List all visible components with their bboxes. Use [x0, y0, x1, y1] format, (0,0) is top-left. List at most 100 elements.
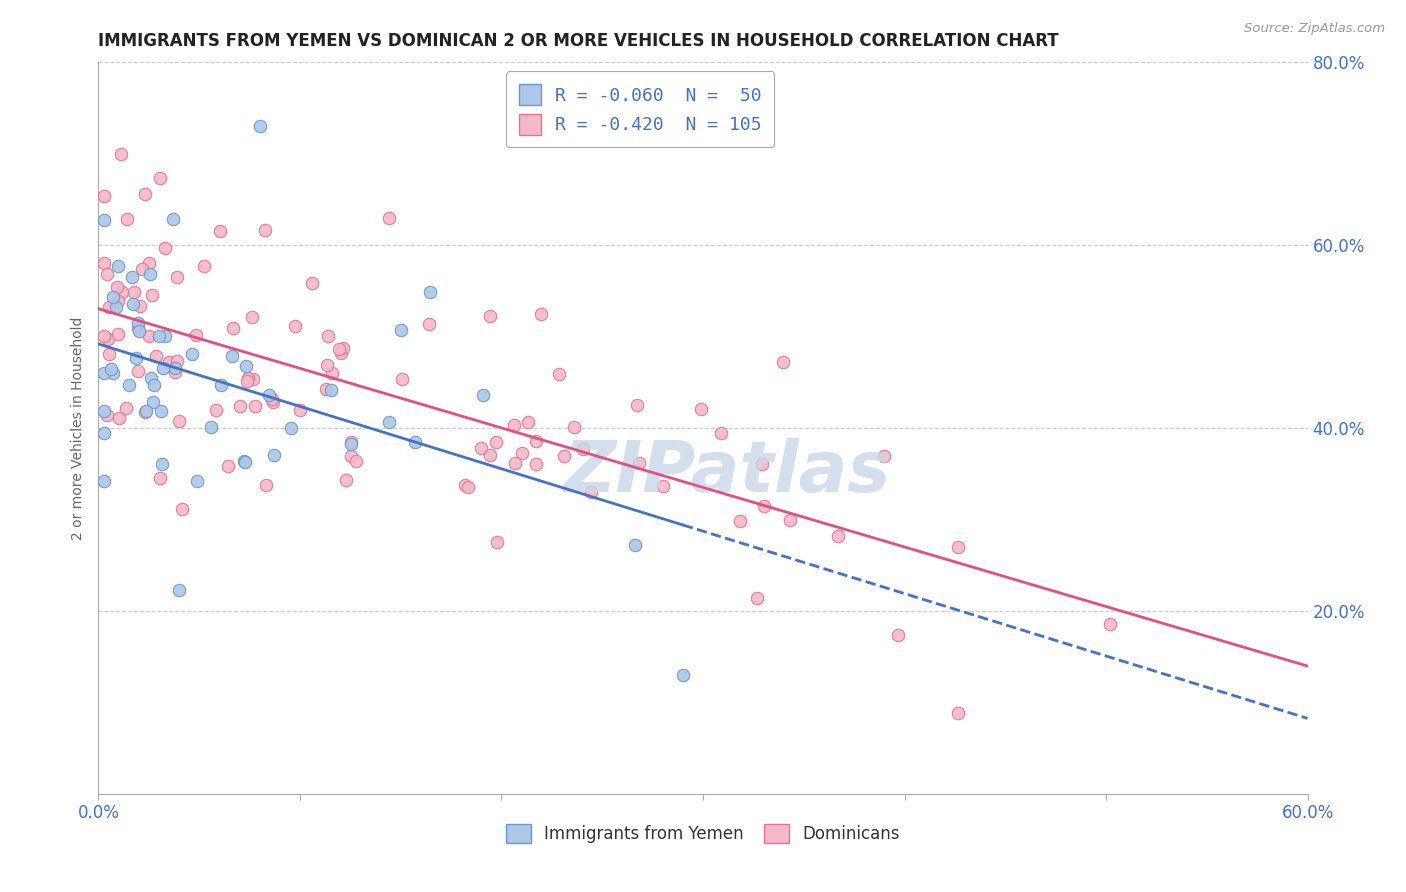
Point: [627, 456, 650, 470]
Point: [166, 269, 188, 284]
Point: [93, 189, 115, 203]
Point: [485, 435, 508, 450]
Point: [340, 436, 363, 450]
Point: [263, 448, 285, 462]
Point: [184, 327, 207, 342]
Point: [128, 299, 150, 313]
Point: [108, 410, 131, 425]
Text: Source: ZipAtlas.com: Source: ZipAtlas.com: [1244, 22, 1385, 36]
Point: [378, 211, 401, 225]
Y-axis label: 2 or more Vehicles in Household: 2 or more Vehicles in Household: [72, 317, 86, 540]
Point: [235, 359, 257, 373]
Point: [222, 320, 245, 334]
Point: [165, 365, 187, 379]
Point: [150, 404, 173, 418]
Point: [135, 404, 157, 418]
Point: [562, 420, 585, 434]
Point: [747, 591, 769, 605]
Point: [167, 414, 190, 428]
Point: [418, 318, 440, 332]
Point: [249, 120, 271, 134]
Point: [579, 485, 602, 500]
Point: [145, 350, 167, 364]
Point: [97, 300, 120, 314]
Point: [139, 267, 162, 281]
Point: [118, 378, 141, 392]
Point: [205, 402, 228, 417]
Point: [478, 309, 501, 323]
Point: [772, 355, 794, 369]
Point: [346, 454, 368, 468]
Point: [257, 387, 280, 401]
Point: [127, 316, 149, 330]
Point: [138, 256, 160, 270]
Point: [321, 366, 343, 380]
Point: [236, 370, 259, 384]
Point: [93, 213, 115, 227]
Point: [200, 420, 222, 434]
Point: [690, 402, 713, 417]
Point: [169, 582, 191, 597]
Point: [193, 260, 215, 274]
Point: [672, 668, 695, 682]
Point: [873, 450, 896, 464]
Point: [321, 383, 343, 397]
Point: [479, 448, 502, 462]
Point: [134, 187, 156, 202]
Point: [221, 349, 243, 363]
Text: ZIPatlas: ZIPatlas: [564, 438, 891, 507]
Point: [503, 417, 526, 432]
Point: [170, 502, 193, 516]
Point: [624, 538, 647, 552]
Point: [328, 342, 350, 356]
Point: [626, 399, 648, 413]
Point: [141, 287, 163, 301]
Point: [97, 332, 120, 346]
Point: [728, 514, 751, 528]
Point: [751, 457, 773, 471]
Point: [457, 480, 479, 494]
Point: [153, 241, 176, 255]
Point: [103, 366, 125, 380]
Point: [254, 478, 277, 492]
Point: [389, 323, 412, 337]
Point: [186, 474, 208, 488]
Point: [93, 404, 115, 418]
Point: [280, 420, 302, 434]
Point: [332, 341, 354, 355]
Point: [166, 353, 188, 368]
Point: [209, 377, 232, 392]
Point: [139, 370, 162, 384]
Point: [217, 458, 239, 473]
Point: [107, 259, 129, 273]
Point: [208, 224, 231, 238]
Point: [131, 261, 153, 276]
Point: [96, 409, 118, 423]
Point: [340, 435, 363, 450]
Point: [110, 146, 132, 161]
Point: [530, 307, 553, 321]
Point: [93, 474, 115, 488]
Point: [240, 310, 263, 324]
Point: [454, 477, 477, 491]
Point: [125, 351, 148, 365]
Point: [651, 479, 673, 493]
Point: [524, 457, 547, 471]
Point: [752, 500, 775, 514]
Point: [138, 328, 160, 343]
Point: [315, 358, 337, 372]
Point: [710, 425, 733, 440]
Point: [470, 442, 492, 456]
Point: [149, 171, 172, 186]
Point: [553, 449, 575, 463]
Text: IMMIGRANTS FROM YEMEN VS DOMINICAN 2 OR MORE VEHICLES IN HOUSEHOLD CORRELATION C: IMMIGRANTS FROM YEMEN VS DOMINICAN 2 OR …: [98, 32, 1059, 50]
Point: [134, 404, 156, 418]
Point: [236, 375, 259, 389]
Point: [339, 449, 361, 463]
Point: [1099, 617, 1122, 632]
Point: [93, 426, 115, 441]
Point: [107, 326, 129, 341]
Point: [93, 256, 115, 270]
Point: [284, 318, 307, 333]
Point: [262, 394, 284, 409]
